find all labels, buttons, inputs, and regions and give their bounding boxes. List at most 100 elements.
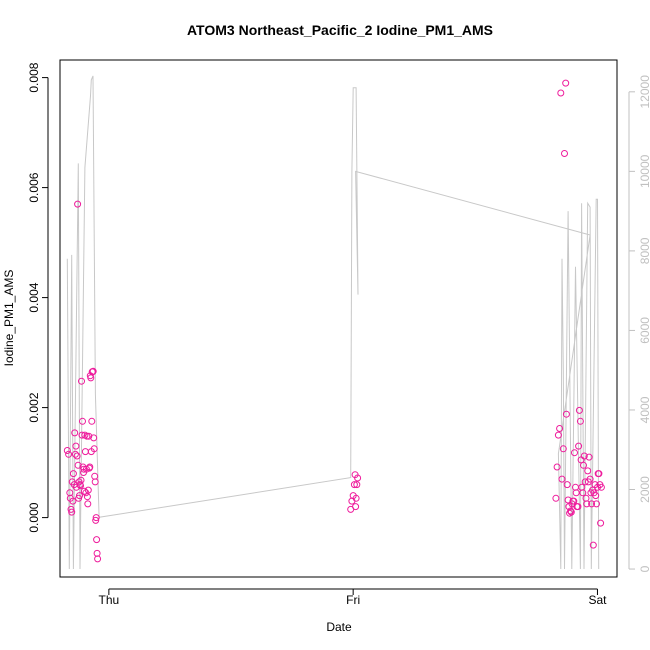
data-point <box>63 447 71 454</box>
data-point <box>592 492 600 500</box>
y-axis: 0.000 0.002 0.004 0.006 0.008 <box>27 62 49 533</box>
data-point <box>353 481 361 489</box>
data-point <box>556 425 564 432</box>
y2-tick-label: 12000 <box>638 75 650 109</box>
data-point <box>91 472 99 480</box>
data-point <box>563 481 571 489</box>
data-point <box>350 481 358 489</box>
data-point <box>84 486 92 494</box>
data-point <box>78 431 86 439</box>
data-point <box>559 445 567 453</box>
data-point <box>558 475 566 483</box>
data-point <box>88 417 96 425</box>
data-point <box>597 483 605 491</box>
data-point <box>557 89 565 97</box>
data-point <box>352 503 360 511</box>
data-point <box>69 470 77 478</box>
scatter-series <box>63 79 605 563</box>
data-point <box>562 79 570 87</box>
chart-title: ATOM3 Northeast_Pacific_2 Iodine_PM1_AMS <box>187 22 493 38</box>
data-point <box>352 494 360 502</box>
data-point <box>595 470 603 478</box>
data-point <box>71 429 79 437</box>
data-point <box>74 461 82 469</box>
data-point <box>575 406 583 414</box>
y2-tick-label: 8000 <box>638 237 650 264</box>
data-point <box>567 507 575 515</box>
data-point <box>79 417 86 425</box>
data-point <box>72 442 80 450</box>
data-point <box>90 434 98 442</box>
data-point <box>94 555 102 563</box>
data-point <box>589 541 597 549</box>
data-point <box>92 514 100 522</box>
data-point <box>575 442 583 450</box>
data-point <box>579 489 587 497</box>
data-point <box>83 432 91 440</box>
data-point <box>93 536 101 544</box>
data-point <box>580 461 587 469</box>
data-point <box>562 410 570 418</box>
data-point <box>572 489 580 497</box>
plot-frame <box>59 59 618 578</box>
data-point <box>597 519 605 527</box>
y2-tick-label: 10000 <box>638 154 650 188</box>
data-point <box>570 497 578 505</box>
data-point <box>91 478 99 486</box>
data-point <box>554 431 562 439</box>
data-point <box>67 505 75 513</box>
x-axis-label: Date <box>326 620 352 634</box>
y-tick-label: 0.000 <box>27 502 41 532</box>
data-point <box>576 417 584 425</box>
data-point <box>78 377 85 385</box>
x-tick-label: Thu <box>99 593 120 607</box>
data-point <box>588 500 596 508</box>
y2-tick-label: 0 <box>638 565 650 572</box>
data-point <box>571 449 578 457</box>
secondary-line-series <box>66 75 600 570</box>
data-point <box>586 475 594 483</box>
data-point <box>68 508 76 516</box>
data-point <box>69 497 77 505</box>
y2-axis: 0 2000 4000 6000 8000 10000 12000 <box>628 75 650 572</box>
data-point <box>584 467 592 475</box>
data-point <box>580 452 588 460</box>
data-point <box>552 494 560 502</box>
y-tick-label: 0.008 <box>27 62 41 92</box>
data-point <box>77 476 85 484</box>
x-tick-label: Fri <box>346 593 360 607</box>
data-point <box>74 200 82 208</box>
data-point <box>553 463 561 471</box>
data-point <box>80 487 88 495</box>
data-point <box>593 500 600 508</box>
data-point <box>86 463 94 471</box>
x-axis: Thu Fri Sat <box>99 588 607 607</box>
secondary-line <box>66 75 600 570</box>
data-point <box>83 493 91 501</box>
y-axis-label: Iodine_PM1_AMS <box>2 270 16 367</box>
data-point <box>567 508 575 516</box>
data-point <box>84 500 92 508</box>
y2-tick-label: 4000 <box>638 396 650 423</box>
y-tick-label: 0.004 <box>27 282 41 312</box>
y2-tick-label: 2000 <box>638 476 650 503</box>
data-point <box>354 474 362 482</box>
y-tick-label: 0.006 <box>27 172 41 202</box>
data-point <box>90 445 98 453</box>
data-point <box>574 503 582 511</box>
data-point <box>81 448 89 456</box>
y2-tick-label: 6000 <box>638 317 650 344</box>
data-point <box>65 450 73 458</box>
data-point <box>85 432 93 440</box>
data-point <box>71 450 79 458</box>
y-tick-label: 0.002 <box>27 392 41 422</box>
data-point <box>76 492 83 500</box>
data-point <box>561 150 568 157</box>
data-point <box>92 516 100 524</box>
data-point <box>583 500 591 508</box>
data-point <box>89 367 97 375</box>
data-point <box>585 453 593 461</box>
x-tick-label: Sat <box>588 593 607 607</box>
data-point <box>73 452 81 460</box>
